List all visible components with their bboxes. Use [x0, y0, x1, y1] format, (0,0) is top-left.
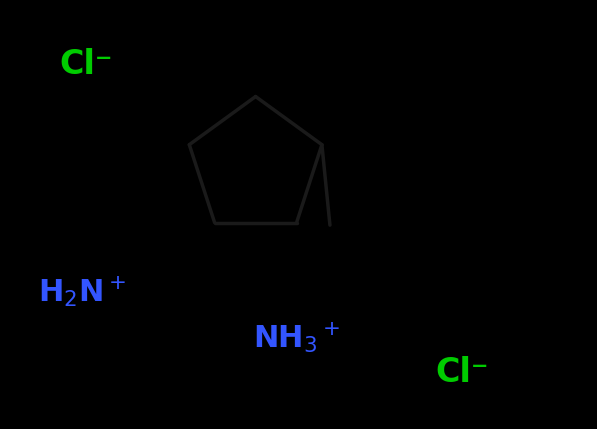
Text: Cl⁻: Cl⁻	[435, 356, 489, 389]
Text: Cl⁻: Cl⁻	[60, 48, 113, 81]
Text: NH$_3$$^+$: NH$_3$$^+$	[253, 321, 340, 355]
Text: H$_2$N$^+$: H$_2$N$^+$	[38, 275, 127, 309]
